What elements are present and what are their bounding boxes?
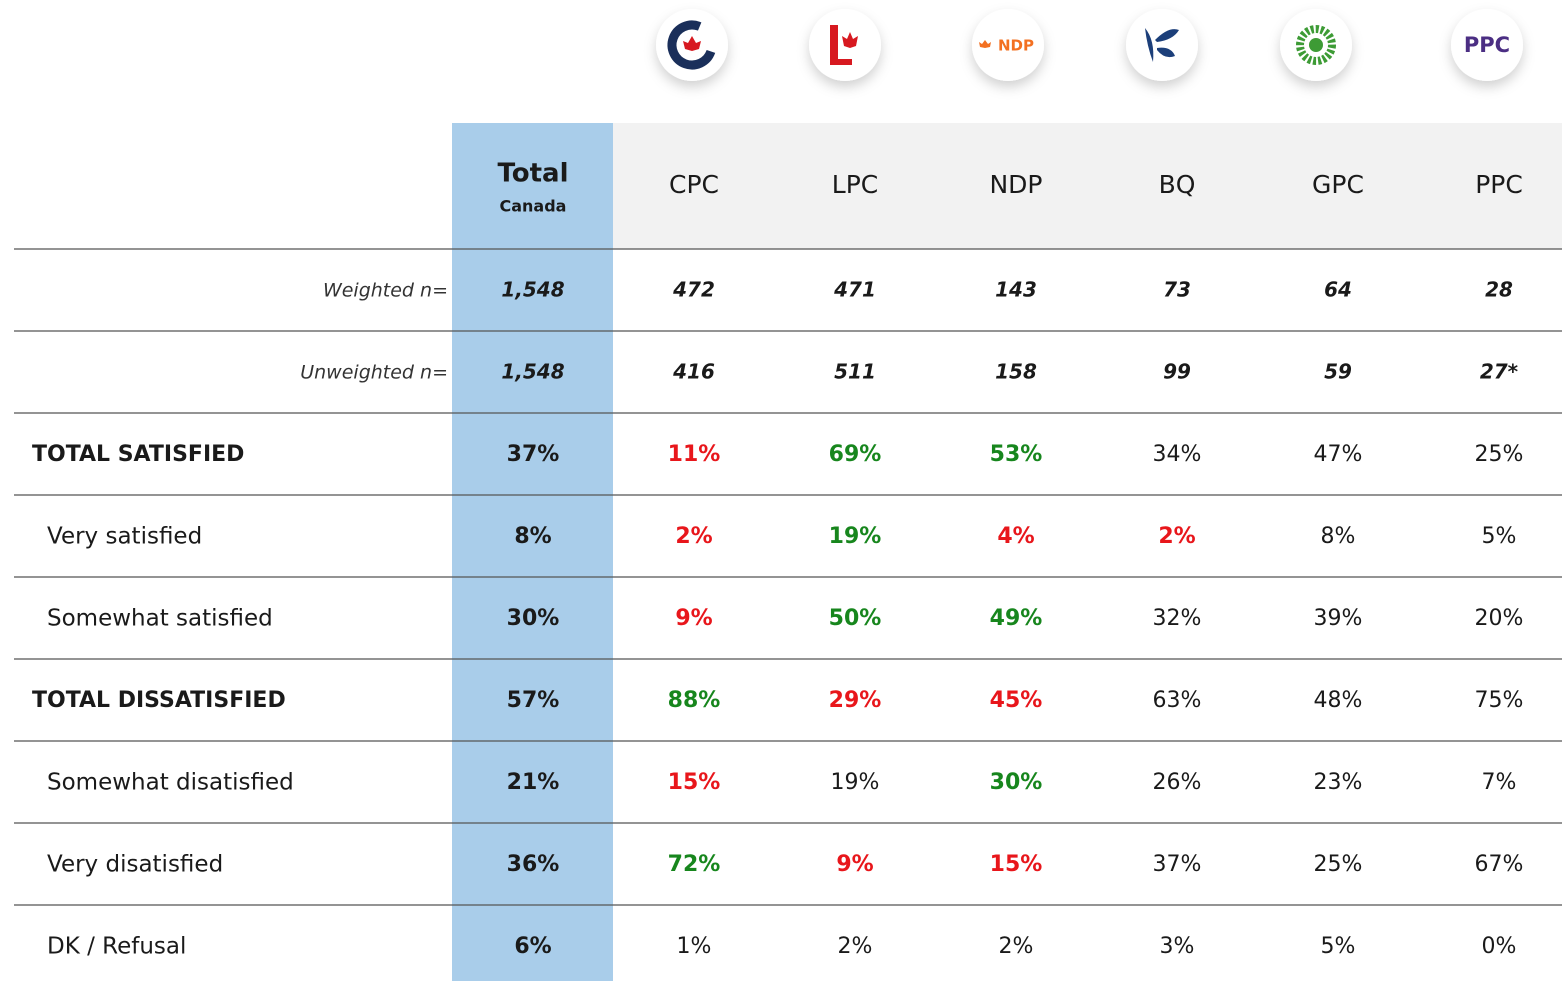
cell-value: 72% (668, 852, 721, 877)
cell-value: 2% (838, 934, 873, 959)
cell-value: 5% (1482, 524, 1517, 549)
column-header: NDP (989, 170, 1042, 199)
sample-value: 99 (1163, 360, 1191, 384)
cell-value: 9% (836, 852, 873, 877)
sample-value: 28 (1485, 278, 1513, 302)
cell-value: 8% (1321, 524, 1356, 549)
row-total: 6% (514, 934, 551, 959)
sample-value: 472 (672, 278, 715, 302)
sample-value: 471 (833, 278, 876, 302)
sample-value: 27* (1480, 360, 1519, 384)
cell-value: 15% (990, 852, 1043, 877)
ppc-logo: PPC (1451, 9, 1523, 81)
table-body: CPC LPC NDP BQ GPC PPC Weighted n= 1,548 472 471 1… (14, 170, 1562, 960)
column-header: LPC (832, 170, 878, 199)
row-label: Somewhat disatisfied (47, 770, 294, 796)
sample-label: Weighted n= (323, 280, 448, 302)
cell-value: 75% (1475, 688, 1524, 713)
cell-value: 45% (990, 688, 1043, 713)
cell-value: 29% (829, 688, 882, 713)
cpc-logo (656, 9, 728, 81)
row-label: TOTAL DISSATISFIED (32, 688, 286, 713)
sample-value: 158 (995, 360, 1037, 384)
row-label: TOTAL SATISFIED (32, 442, 244, 467)
row-label: Somewhat satisfied (47, 606, 273, 632)
sample-value: 511 (834, 360, 876, 384)
ndp-logo: NDP (972, 9, 1044, 81)
cell-value: 49% (990, 606, 1043, 631)
column-header: BQ (1159, 170, 1196, 199)
column-header: CPC (669, 170, 719, 199)
cell-value: 39% (1314, 606, 1363, 631)
cell-value: 4% (997, 524, 1034, 549)
cell-value: 53% (990, 442, 1043, 467)
cell-value: 7% (1482, 770, 1517, 795)
total-header-subtitle: Canada (500, 197, 567, 216)
cell-value: 20% (1475, 606, 1524, 631)
lpc-logo (809, 9, 881, 81)
cell-value: 1% (677, 934, 712, 959)
party-logos: NDP PPC (656, 9, 1523, 81)
sample-total: 1,548 (501, 278, 564, 302)
column-header: GPC (1312, 170, 1364, 199)
cell-value: 3% (1160, 934, 1195, 959)
cell-value: 25% (1314, 852, 1363, 877)
total-header-title: Total (497, 159, 568, 189)
gpc-logo (1280, 9, 1352, 81)
sample-total: 1,548 (501, 360, 564, 384)
cell-value: 2% (1158, 524, 1195, 549)
row-label: Very satisfied (47, 524, 202, 550)
row-total: 36% (507, 852, 560, 877)
cell-value: 30% (990, 770, 1043, 795)
ndp-logo-text: NDP (998, 37, 1034, 55)
cell-value: 2% (675, 524, 712, 549)
cell-value: 9% (675, 606, 712, 631)
cell-value: 15% (668, 770, 721, 795)
cell-value: 63% (1153, 688, 1202, 713)
row-total: 8% (514, 524, 551, 549)
cell-value: 26% (1153, 770, 1202, 795)
cell-value: 25% (1475, 442, 1524, 467)
cell-value: 50% (829, 606, 882, 631)
cell-value: 23% (1314, 770, 1363, 795)
cell-value: 32% (1153, 606, 1202, 631)
total-column-band (452, 123, 613, 981)
cell-value: 2% (999, 934, 1034, 959)
row-total: 30% (507, 606, 560, 631)
cell-value: 48% (1314, 688, 1363, 713)
cell-value: 67% (1475, 852, 1524, 877)
row-total: 37% (507, 442, 560, 467)
row-total: 21% (507, 770, 560, 795)
column-header: PPC (1475, 170, 1523, 199)
cell-value: 5% (1321, 934, 1356, 959)
cell-value: 34% (1153, 442, 1202, 467)
cell-value: 69% (829, 442, 882, 467)
cell-value: 88% (668, 688, 721, 713)
cell-value: 37% (1153, 852, 1202, 877)
ppc-logo-text: PPC (1464, 33, 1510, 57)
cell-value: 0% (1482, 934, 1517, 959)
row-label: Very disatisfied (47, 852, 223, 878)
row-total: 57% (507, 688, 560, 713)
header-band (613, 123, 1562, 249)
sample-value: 59 (1324, 360, 1352, 384)
sample-label: Unweighted n= (300, 362, 448, 384)
sample-value: 73 (1163, 278, 1191, 302)
sample-value: 143 (995, 278, 1037, 302)
cell-value: 11% (668, 442, 721, 467)
cell-value: 47% (1314, 442, 1363, 467)
row-label: DK / Refusal (47, 934, 186, 960)
cell-value: 19% (831, 770, 880, 795)
sample-value: 416 (672, 360, 715, 384)
cell-value: 19% (829, 524, 882, 549)
sample-value: 64 (1324, 278, 1352, 302)
bq-logo (1126, 9, 1198, 81)
